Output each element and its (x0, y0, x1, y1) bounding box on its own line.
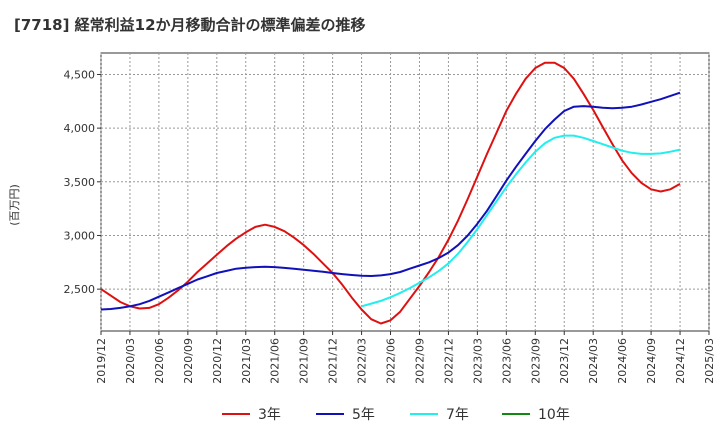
series-line-3年 (100, 61, 681, 325)
x-tick-label: 2021/03 (240, 338, 253, 384)
legend-label: 3年 (258, 407, 281, 423)
x-tick-label: 2023/03 (471, 338, 484, 384)
x-tick-label: 2019/12 (95, 338, 108, 384)
x-tick-label: 2021/06 (269, 338, 282, 384)
legend: 3年 5年 7年 10年 (222, 407, 570, 423)
series-group (100, 61, 681, 325)
grid (100, 53, 710, 331)
x-tick-label: 2022/09 (413, 338, 426, 384)
x-tick-label: 2020/12 (211, 338, 224, 384)
y-tick-label: 2,500 (64, 283, 96, 296)
y-axis-label: (百万円) (8, 184, 21, 226)
x-tick-label: 2021/09 (298, 338, 311, 384)
x-tick-label: 2023/12 (558, 338, 571, 384)
y-tick-label: 4,000 (64, 122, 96, 135)
x-tick-label: 2020/03 (124, 338, 137, 384)
x-tick-label: 2024/12 (674, 338, 687, 384)
x-axis: 2019/12 2020/03 2020/06 2020/09 2020/12 2021/… (95, 331, 716, 384)
x-tick-label: 2021/12 (327, 338, 340, 384)
x-tick-label: 2020/09 (182, 338, 195, 384)
legend-label: 7年 (446, 407, 469, 423)
x-tick-label: 2025/03 (703, 338, 716, 384)
y-tick-label: 4,500 (64, 68, 96, 81)
plot-background (100, 52, 710, 332)
chart-title: [7718] 経常利益12か月移動合計の標準偏差の推移 (14, 16, 366, 34)
y-tick-label: 3,500 (64, 176, 96, 189)
legend-label: 5年 (352, 407, 375, 423)
x-tick-label: 2024/06 (616, 338, 629, 384)
x-tick-label: 2022/12 (442, 338, 455, 384)
x-tick-label: 2023/09 (529, 338, 542, 384)
x-tick-label: 2020/06 (153, 338, 166, 384)
x-tick-label: 2022/03 (356, 338, 369, 384)
x-tick-label: 2022/06 (385, 338, 398, 384)
y-axis: 2,500 3,000 3,500 4,000 4,500 (64, 68, 101, 296)
y-tick-label: 3,000 (64, 229, 96, 242)
x-tick-label: 2024/03 (587, 338, 600, 384)
x-tick-label: 2023/06 (500, 338, 513, 384)
legend-label: 10年 (538, 407, 570, 423)
series-line-7年 (361, 134, 681, 308)
x-tick-label: 2024/09 (645, 338, 658, 384)
series-line-5年 (100, 91, 681, 311)
